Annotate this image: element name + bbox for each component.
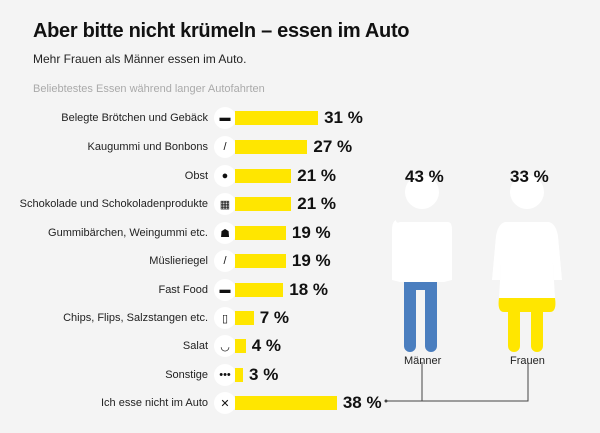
bar — [235, 339, 246, 353]
gummy-bear-icon: ☗ — [214, 222, 236, 244]
category-label: Müslieriegel — [149, 255, 208, 267]
category-label: Belegte Brötchen und Gebäck — [61, 112, 208, 124]
man-figure — [392, 175, 452, 352]
value-label: 19 % — [291, 251, 331, 270]
category-label: Obst — [184, 170, 208, 182]
burger-icon: ▬ — [214, 107, 236, 129]
bar — [235, 283, 284, 297]
value-label: 18 % — [289, 280, 328, 299]
bar — [235, 226, 286, 240]
candy-icon: / — [214, 136, 236, 158]
bar — [235, 197, 292, 211]
fast-food-icon: ▬ — [214, 279, 236, 301]
category-label: Chips, Flips, Salzstangen etc. — [63, 312, 208, 324]
value-label: 31 % — [324, 108, 363, 127]
bar — [235, 396, 337, 410]
category-label: Schokolade und Schokoladenprodukte — [19, 198, 208, 210]
woman-figure — [492, 175, 562, 352]
page-title: Aber bitte nicht krümeln – essen im Auto — [33, 20, 410, 42]
category-label: Fast Food — [158, 284, 208, 296]
connector-dot — [384, 399, 388, 403]
women-label: Frauen — [510, 355, 545, 367]
category-label: Salat — [182, 340, 208, 352]
women-value: 33 % — [510, 167, 549, 186]
salad-icon: ◡ — [214, 335, 236, 357]
chart-title: Beliebtestes Essen während langer Autofa… — [33, 83, 265, 95]
cereal-bar-icon: / — [214, 250, 236, 272]
subtitle: Mehr Frauen als Männer essen im Auto. — [33, 52, 247, 66]
bar — [235, 140, 308, 154]
category-label: Sonstige — [165, 369, 208, 381]
connector-line — [386, 362, 529, 402]
value-label: 21 % — [297, 166, 337, 185]
category-label: Ich esse nicht im Auto — [101, 397, 208, 409]
dots-icon: ••• — [214, 364, 236, 386]
value-label: 21 % — [297, 194, 337, 213]
bar — [235, 254, 286, 268]
value-label: 3 % — [249, 365, 279, 384]
value-label: 19 % — [291, 223, 331, 242]
men-label: Männer — [404, 355, 442, 367]
value-label: 27 % — [313, 137, 353, 156]
apple-icon: ● — [214, 165, 236, 187]
category-label: Kaugummi und Bonbons — [87, 141, 208, 153]
cross-icon: ✕ — [214, 392, 236, 414]
chocolate-icon: ▦ — [214, 193, 236, 215]
bar — [235, 169, 292, 183]
value-label: 4 % — [251, 336, 282, 355]
chips-icon: ▯ — [214, 307, 236, 329]
bar — [235, 311, 254, 325]
value-label: 7 % — [259, 308, 290, 327]
bar — [235, 368, 244, 382]
bar — [235, 111, 319, 125]
men-value: 43 % — [405, 167, 444, 186]
category-label: Gummibärchen, Weingummi etc. — [48, 227, 208, 239]
value-label: 38 % — [342, 393, 382, 412]
